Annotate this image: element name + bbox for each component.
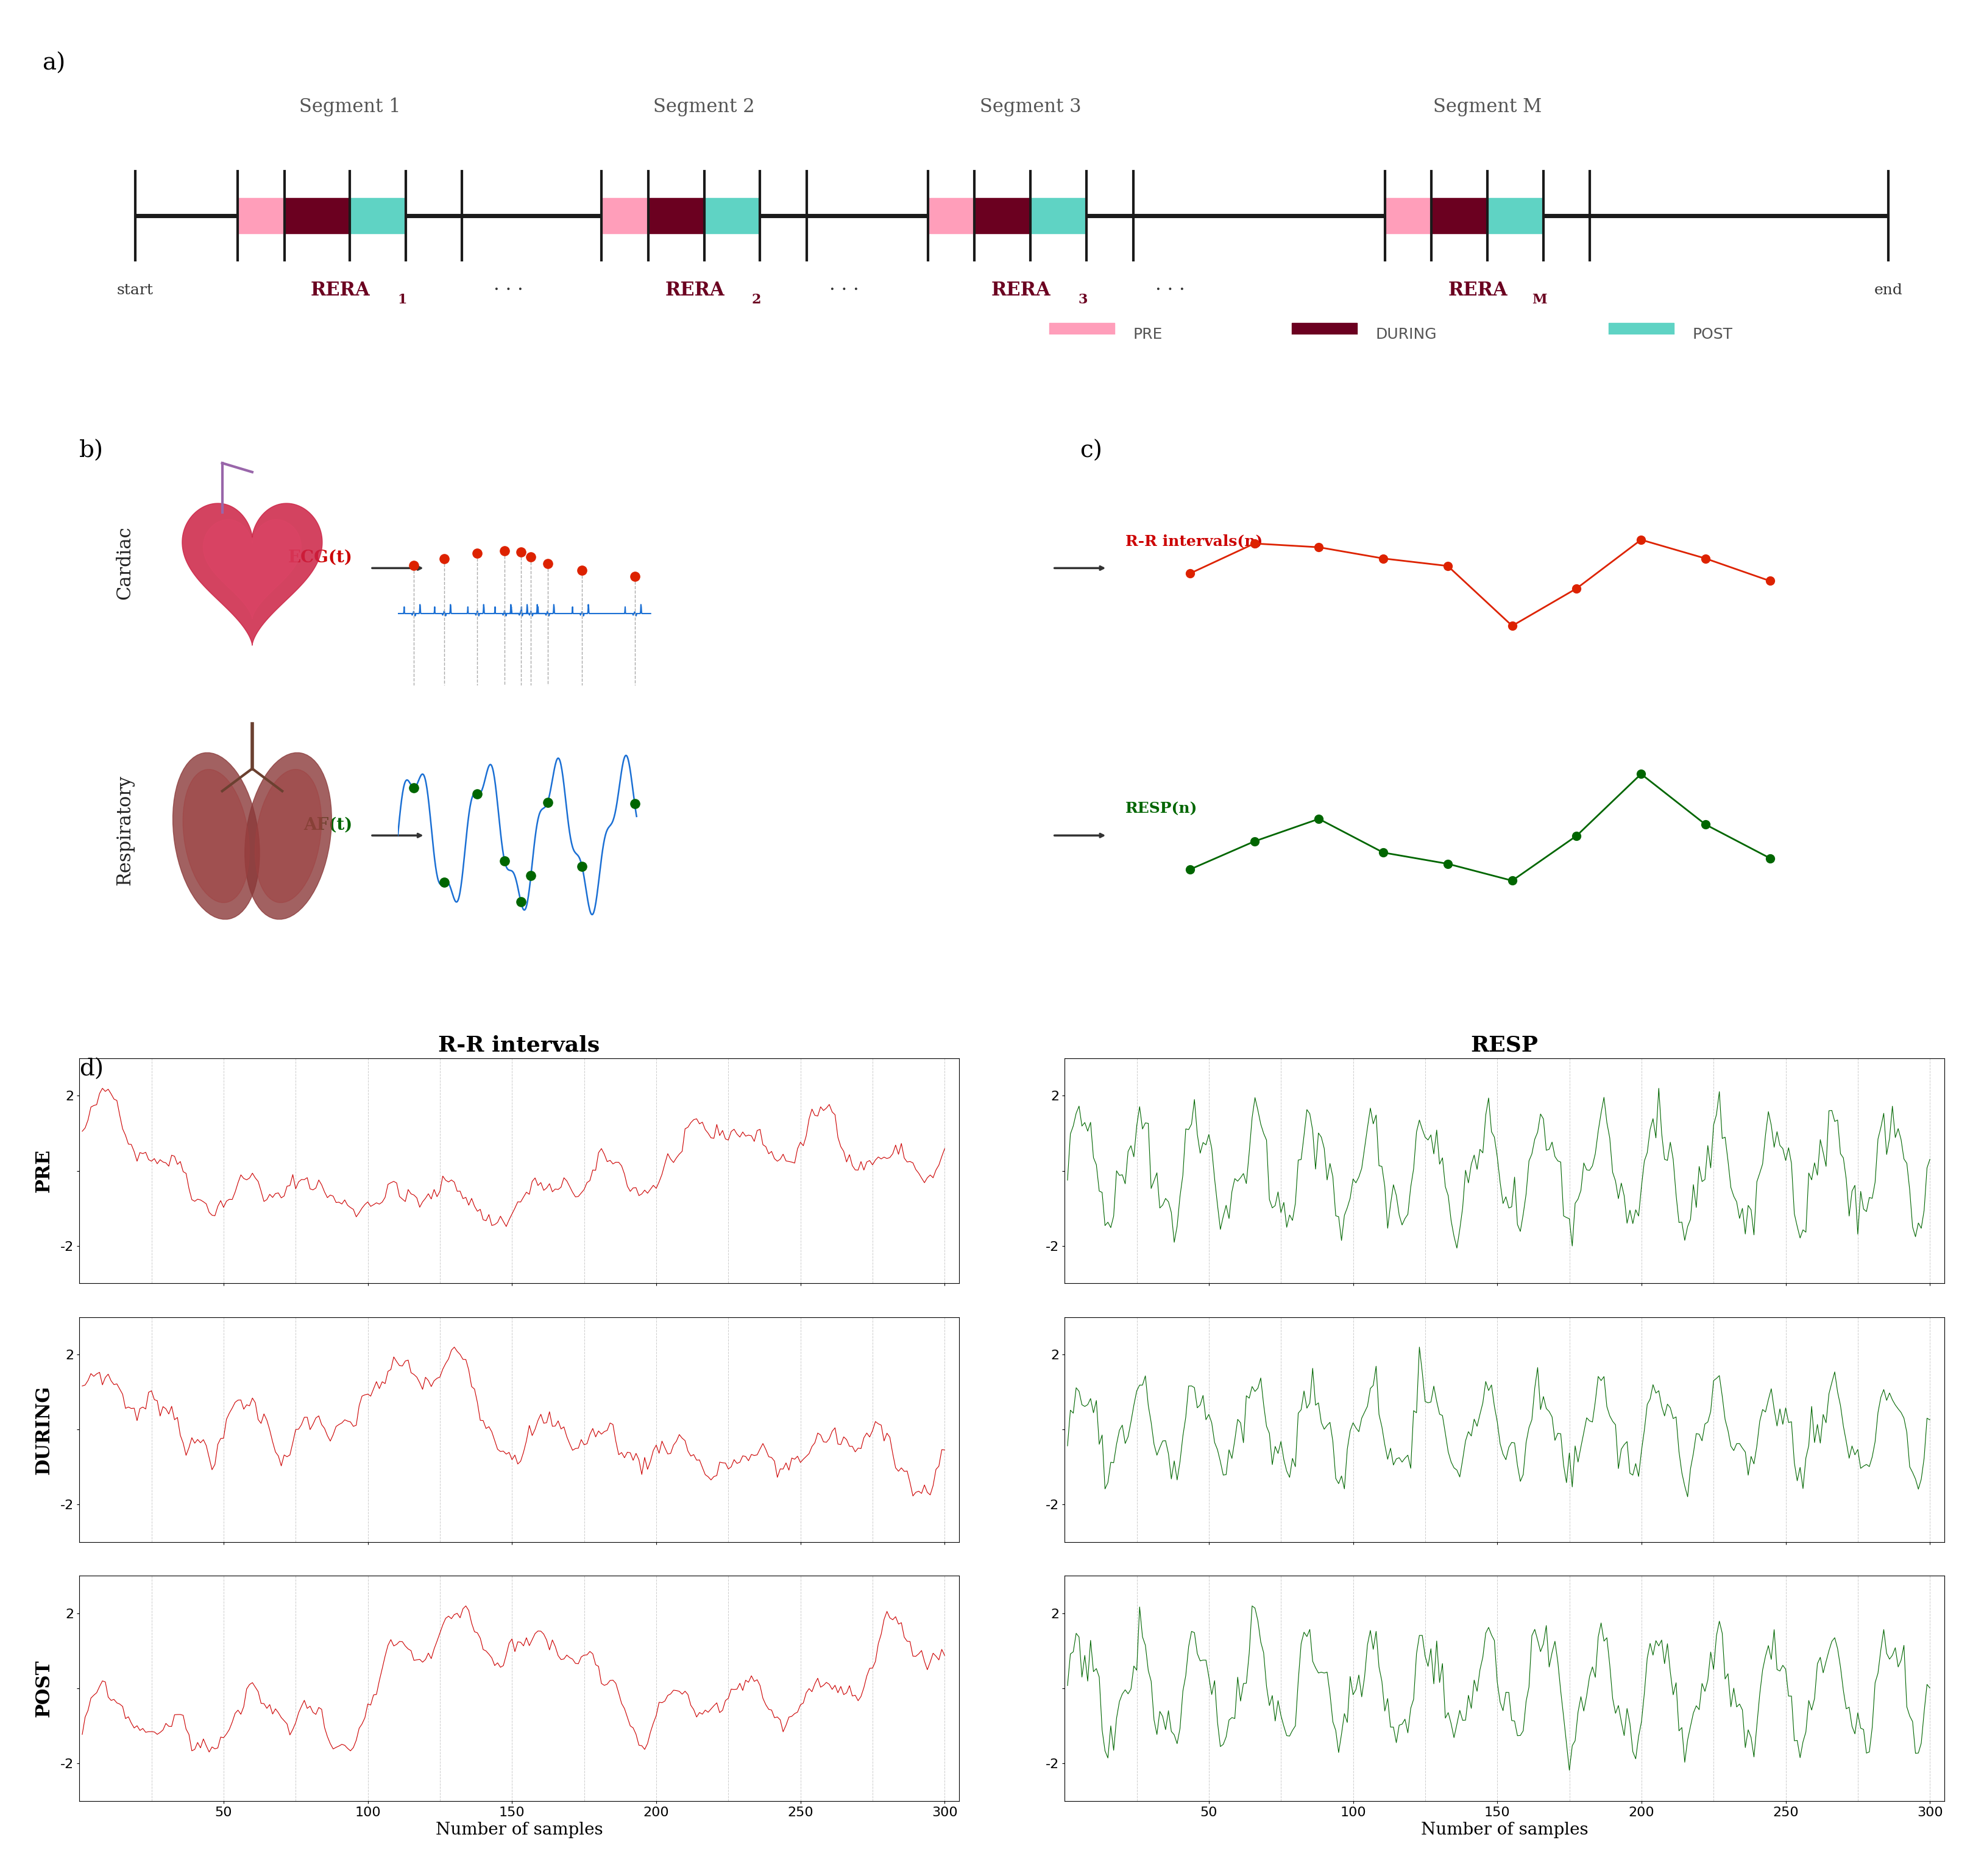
Text: ECG(t): ECG(t): [288, 550, 353, 567]
Bar: [1385, 199, 1432, 234]
Text: M: M: [1532, 293, 1548, 306]
Text: b): b): [79, 439, 103, 461]
Bar: [929, 199, 974, 234]
Text: RERA: RERA: [1448, 281, 1508, 300]
Text: a): a): [42, 53, 65, 75]
Text: · · ·: · · ·: [1155, 281, 1184, 300]
Text: 2: 2: [752, 293, 762, 306]
Bar: [1050, 323, 1115, 347]
Text: d): d): [79, 1058, 103, 1081]
Text: end: end: [1875, 283, 1903, 296]
Bar: [649, 199, 704, 234]
Text: RERA: RERA: [992, 281, 1052, 300]
Text: DURING: DURING: [1375, 326, 1436, 341]
X-axis label: Number of samples: Number of samples: [436, 1822, 603, 1838]
Bar: [1292, 323, 1357, 347]
Y-axis label: POST: POST: [34, 1660, 54, 1717]
Bar: [601, 199, 649, 234]
Text: · · ·: · · ·: [494, 281, 524, 300]
Text: Respiratory: Respiratory: [115, 775, 135, 885]
Bar: [284, 199, 349, 234]
Text: 1: 1: [397, 293, 407, 306]
Bar: [1430, 199, 1488, 234]
Text: Segment 1: Segment 1: [300, 98, 401, 116]
Text: RESP(n): RESP(n): [1125, 801, 1198, 816]
Bar: [1030, 199, 1087, 234]
Bar: [349, 199, 405, 234]
Text: Segment 3: Segment 3: [980, 98, 1081, 116]
Text: Segment M: Segment M: [1432, 98, 1542, 116]
Bar: [1488, 199, 1544, 234]
X-axis label: Number of samples: Number of samples: [1421, 1822, 1587, 1838]
Bar: [974, 199, 1030, 234]
Bar: [1609, 323, 1674, 347]
Y-axis label: DURING: DURING: [34, 1384, 54, 1475]
Text: Segment 2: Segment 2: [653, 98, 754, 116]
Text: RERA: RERA: [311, 281, 371, 300]
Text: R-R intervals(n): R-R intervals(n): [1125, 535, 1262, 548]
Text: RERA: RERA: [665, 281, 724, 300]
Text: c): c): [1079, 439, 1103, 461]
Text: 3: 3: [1077, 293, 1087, 306]
Text: POST: POST: [1692, 326, 1732, 341]
Text: Cardiac: Cardiac: [115, 525, 135, 600]
Text: AF(t): AF(t): [304, 816, 353, 833]
Title: RESP: RESP: [1470, 1036, 1538, 1056]
Text: start: start: [117, 283, 153, 296]
Y-axis label: PRE: PRE: [34, 1148, 54, 1193]
Bar: [704, 199, 760, 234]
Text: · · ·: · · ·: [829, 281, 859, 300]
Text: PRE: PRE: [1133, 326, 1163, 341]
Bar: [238, 199, 284, 234]
Title: R-R intervals: R-R intervals: [438, 1036, 599, 1056]
